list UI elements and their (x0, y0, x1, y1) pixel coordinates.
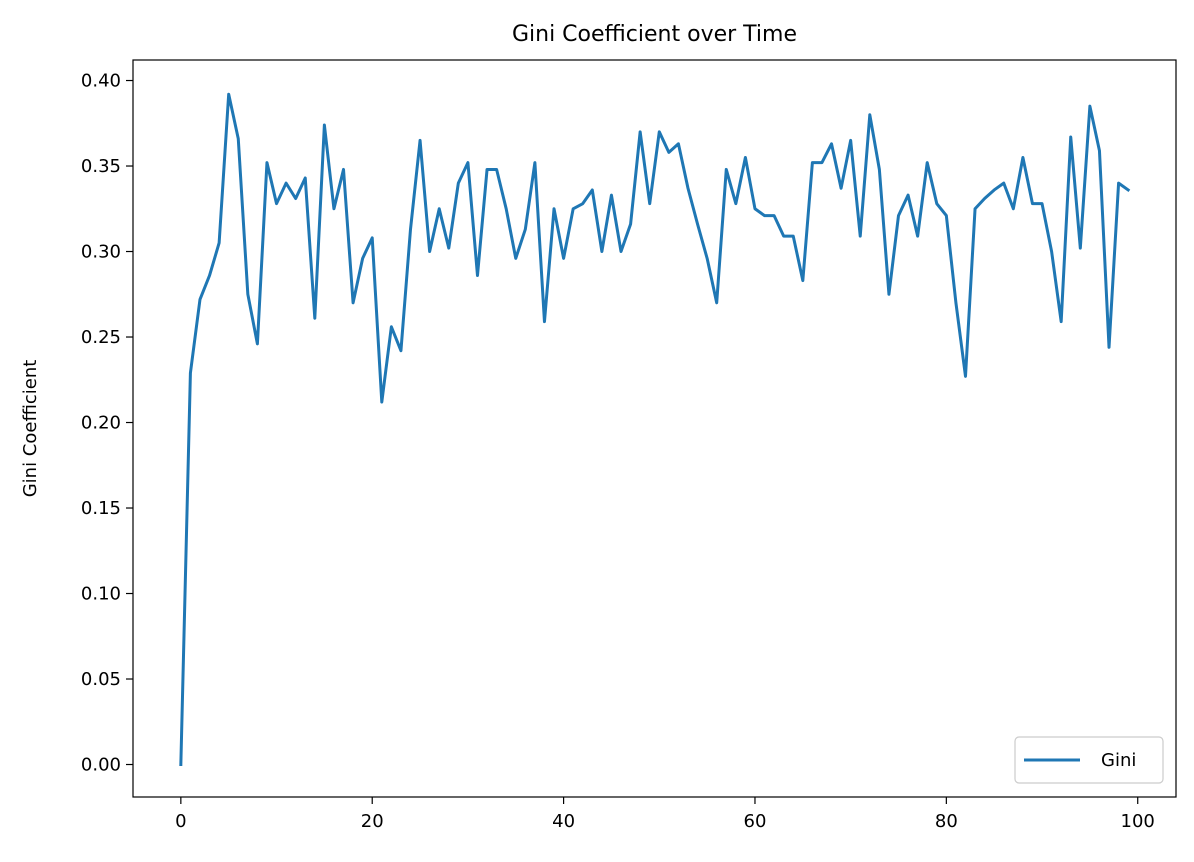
plot-frame (132, 59, 1177, 798)
y-tick-label: 0.00 (81, 755, 121, 776)
series-layer (179, 92, 1131, 767)
ticks-layer: 0 20 40 60 80 100 0.00 0.05 0.10 0.15 0.20 0.25 0.30… (81, 71, 1155, 832)
x-tick-label: 40 (552, 811, 575, 832)
x-tick-label: 100 (1121, 811, 1155, 832)
legend-box (1014, 736, 1164, 784)
series-line-gini (179, 92, 1131, 767)
y-tick-label: 0.15 (81, 498, 121, 519)
y-axis-label: Gini Coefficient (20, 360, 41, 498)
x-tick-label: 60 (744, 811, 767, 832)
y-tick-label: 0.20 (81, 413, 121, 434)
x-tick-label: 80 (935, 811, 958, 832)
y-tick-label: 0.25 (81, 327, 121, 348)
y-tick-label: 0.05 (81, 669, 121, 690)
x-tick-label: 0 (175, 811, 186, 832)
legend: Gini (1014, 736, 1164, 784)
y-tick-label: 0.35 (81, 156, 121, 177)
y-tick-label: 0.10 (81, 584, 121, 605)
legend-label-gini: Gini (1101, 750, 1136, 771)
x-tick-label: 20 (361, 811, 384, 832)
y-tick-label: 0.40 (81, 71, 121, 92)
y-tick-label: 0.30 (81, 242, 121, 263)
chart-title: Gini Coefficient over Time (512, 22, 797, 47)
